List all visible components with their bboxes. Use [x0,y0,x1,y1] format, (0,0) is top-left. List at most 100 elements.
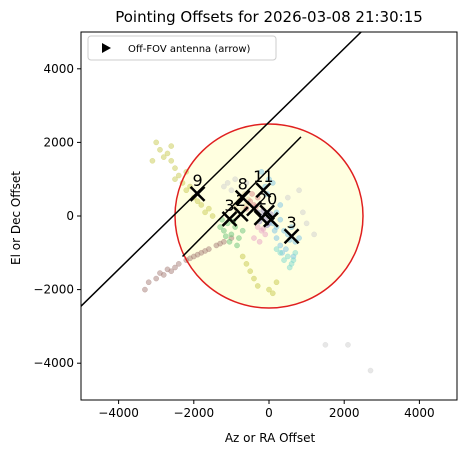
scatter-point [288,224,295,230]
antenna-marker [262,211,279,228]
scatter-point [172,264,178,271]
scatter-point [217,224,223,230]
x-tick-label: 2000 [329,406,360,420]
antenna-label: 20 [257,189,277,208]
scatter-point [157,270,163,276]
scatter-point [160,154,167,160]
scatter-point [175,172,182,179]
scatter-point [254,283,261,289]
scatter-point [221,183,227,190]
antenna-marker [283,228,300,245]
scatter-point [205,205,212,212]
legend: Off-FOV antenna (arrow) [87,35,277,61]
scatter-point [273,246,280,252]
scatter-point [239,253,246,260]
y-tick-label: −4000 [33,356,74,370]
scatter-point [269,290,276,297]
y-axis: −4000 −2000 0 2000 4000 [33,62,81,370]
scatter-point [221,227,227,234]
scatter-point [243,180,250,186]
scatter-point [247,268,254,275]
scatter-point [236,235,242,241]
scatter-point [296,187,302,194]
scatter-point [311,231,317,238]
scatter-point [256,238,263,245]
scatter-point [234,242,240,249]
scatter-point [198,202,205,208]
scatter-point [273,235,280,241]
antenna-marker [246,200,262,217]
scatter-point [168,143,175,149]
x-axis: −4000 −2000 0 2000 4000 [98,400,435,420]
scatter-point [266,176,272,183]
scatter-point [273,279,280,286]
scatter-point [277,216,284,223]
scatter-point [239,227,246,234]
antenna-marker [234,189,251,206]
scatter-point [232,176,239,183]
scatter-point [254,224,261,230]
scatter-point [322,341,329,348]
antenna-label: 3 [286,213,296,232]
scatter-point [172,176,178,183]
scatter-point [262,231,269,238]
scatter-point [290,257,297,264]
antenna-marker [221,211,238,227]
y-tick-label: −2000 [33,283,74,297]
x-tick-label: −2000 [174,406,215,420]
scatter-point [209,213,216,219]
x-tick-label: 0 [265,406,273,420]
scatter-point [157,146,163,153]
scatter-point [292,249,299,256]
scatter-point [164,150,171,157]
scatter-point [228,187,235,194]
scatter-point [269,180,276,186]
scatter-point [142,286,148,293]
scatter-point [367,367,374,374]
scatter-point [260,226,267,232]
scatter-point [168,157,175,164]
antenna-label: 2 [236,191,246,210]
scatter-point [145,279,152,286]
scatter-point [345,341,351,348]
scatter-point [258,168,265,175]
scatter-point [281,257,287,264]
scatter-point [277,202,284,208]
reference-line [81,32,362,307]
y-axis-label: El or Dec Offset [9,171,23,265]
scatter-point [251,235,257,241]
scatter-point [243,260,250,267]
legend-box [87,35,277,61]
scatter-point [187,255,193,262]
scatter-point [277,242,284,249]
scatter-point [266,286,272,293]
y-tick-label: 0 [66,209,74,223]
antenna-marker [255,182,272,199]
antenna-marker [232,206,249,223]
antenna-marker [189,186,206,202]
antenna-label: 11 [253,167,273,186]
scatter-point [153,139,160,146]
scatter-point [284,253,291,260]
scatter-point [299,209,306,216]
scatter-point [283,246,289,252]
scatter-point [251,275,257,282]
scatter-point [217,240,223,247]
y-tick-label: 4000 [43,62,74,76]
antenna-label: 8 [238,175,248,194]
scatter-point [149,157,156,164]
scatter-point [202,248,208,254]
antenna-marker [253,209,270,226]
scatter-point [286,264,293,271]
chart-title: Pointing Offsets for 2026-03-08 21:30:15 [115,8,423,26]
scatter-point [153,275,160,282]
antenna-label: 3 [224,196,234,215]
scatter-point [296,235,302,241]
legend-marker-triangle [102,43,111,53]
scatter-point [175,260,182,267]
scatter-point [183,187,190,194]
scatter-point [222,233,229,240]
scatter-point [194,198,201,205]
x-tick-label: 4000 [404,406,435,420]
